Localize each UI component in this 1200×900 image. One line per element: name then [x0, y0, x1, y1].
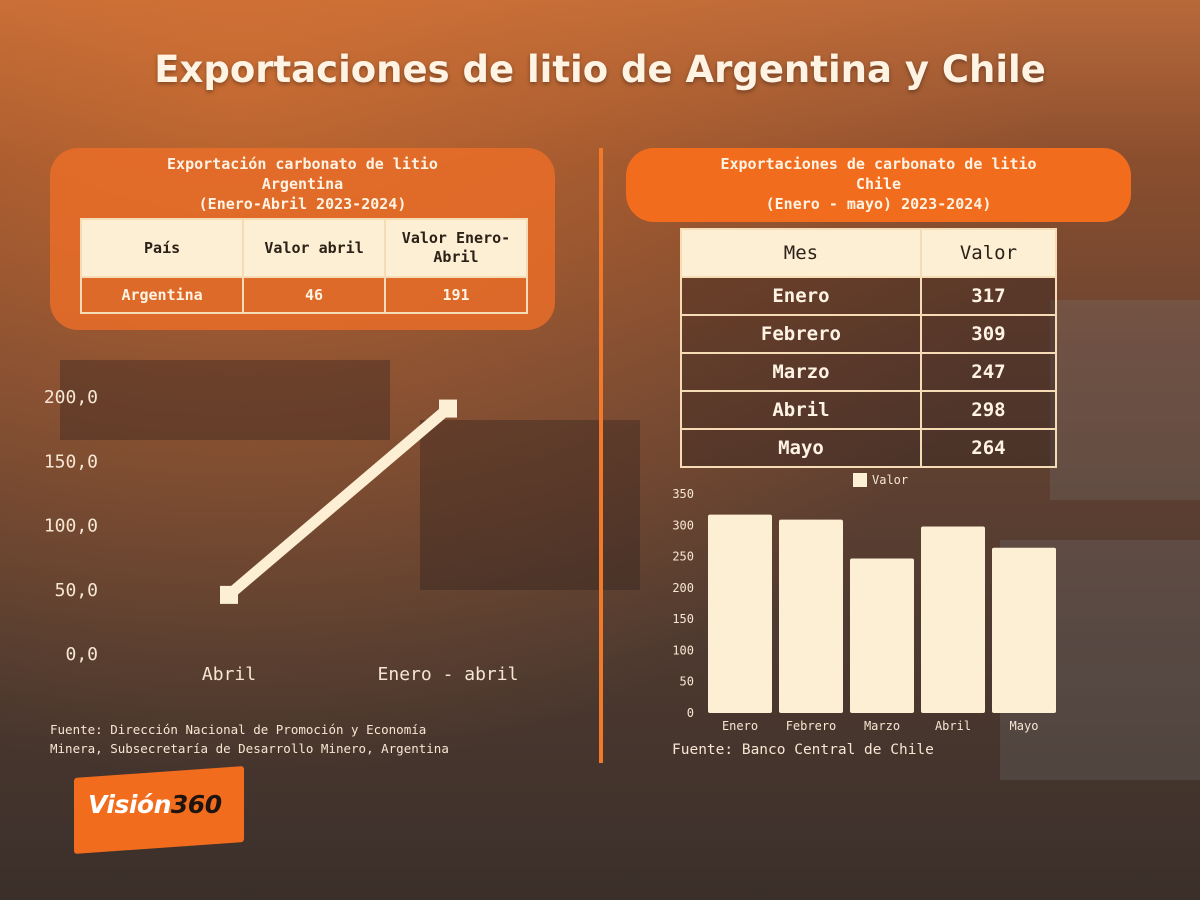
y-tick-label: 350	[672, 487, 694, 501]
table-row: Enero 317	[680, 276, 1058, 316]
legend-swatch	[853, 473, 867, 487]
panel-divider	[599, 148, 603, 763]
table-cell: 46	[242, 276, 386, 314]
legend-label: Valor	[872, 473, 908, 487]
chile-source: Fuente: Banco Central de Chile	[672, 742, 934, 758]
bar	[992, 547, 1056, 713]
y-tick-label: 50	[680, 675, 694, 689]
y-tick-label: 50,0	[55, 580, 98, 601]
y-tick-label: 200	[672, 581, 694, 595]
bar	[779, 519, 843, 713]
table-cell: 247	[919, 352, 1058, 392]
background-roof	[1050, 300, 1200, 500]
chile-table: Mes Valor Enero 317 Febrero 309 Marzo 24…	[680, 228, 1058, 468]
table-cell: 264	[919, 428, 1058, 468]
x-tick-label: Mayo	[1010, 719, 1039, 733]
table-row: Febrero 309	[680, 314, 1058, 354]
table-cell: 191	[383, 276, 529, 314]
logo-number: 360	[170, 790, 222, 819]
bar	[850, 558, 914, 713]
chile-bar-chart: Valor 0 50 100 150 200 250 300 350 Enero Febrero…	[672, 473, 1056, 733]
header-pais: País	[79, 218, 245, 278]
table-cell: 309	[919, 314, 1058, 354]
table-cell: 298	[919, 390, 1058, 430]
chile-panel-title: Exportaciones de carbonato de litio Chil…	[626, 154, 1131, 214]
y-tick-label: 100	[672, 643, 694, 657]
y-tick-label: 150,0	[44, 451, 98, 472]
argentina-title-line: Argentina	[261, 175, 344, 193]
x-tick-label: Febrero	[786, 719, 837, 733]
table-cell: Marzo	[680, 352, 922, 392]
y-tick-label: 300	[672, 518, 694, 532]
table-cell: Mayo	[680, 428, 922, 468]
chile-title-line: Chile	[855, 175, 902, 193]
x-tick-label: Enero	[722, 719, 758, 733]
y-tick-label: 100,0	[44, 516, 98, 537]
page-title: Exportaciones de litio de Argentina y Ch…	[154, 48, 1046, 91]
argentina-table: País Valor abril Valor Enero-Abril Argen…	[79, 218, 529, 314]
chile-title-line: (Enero - mayo) 2023-2024)	[765, 195, 992, 213]
table-cell: Febrero	[680, 314, 922, 354]
header-valor-enero-abril: Valor Enero-Abril	[383, 218, 529, 278]
source-line: Fuente: Dirección Nacional de Promoción …	[50, 722, 427, 737]
source-line: Minera, Subsecretaría de Desarrollo Mine…	[50, 741, 449, 756]
y-tick-label: 0	[687, 706, 694, 720]
header-mes: Mes	[680, 228, 922, 278]
table-row: Argentina 46 191	[79, 276, 529, 314]
argentina-title-line: (Enero-Abril 2023-2024)	[198, 195, 407, 213]
x-tick-label: Enero - abril	[378, 664, 519, 685]
table-header-row: Mes Valor	[680, 228, 1058, 278]
data-point	[439, 399, 457, 418]
y-tick-label: 0,0	[65, 644, 98, 665]
argentina-panel-title: Exportación carbonato de litio Argentina…	[50, 154, 555, 214]
header-valor-abril: Valor abril	[242, 218, 386, 278]
table-cell: 317	[919, 276, 1058, 316]
table-cell: Argentina	[79, 276, 245, 314]
y-tick-label: 150	[672, 612, 694, 626]
series-line	[225, 404, 452, 600]
x-tick-label: Abril	[202, 664, 256, 685]
chile-panel	[626, 148, 1131, 222]
x-tick-label: Marzo	[864, 719, 900, 733]
background-warehouse	[60, 360, 390, 440]
header-valor: Valor	[919, 228, 1058, 278]
vision360-logo: Visión360	[88, 790, 222, 819]
chile-title-line: Exportaciones de carbonato de litio	[720, 155, 1037, 173]
table-header-row: País Valor abril Valor Enero-Abril	[79, 218, 529, 278]
table-cell: Abril	[680, 390, 922, 430]
x-tick-label: Abril	[935, 719, 971, 733]
bar	[708, 514, 772, 713]
background-building	[420, 420, 640, 590]
argentina-source: Fuente: Dirección Nacional de Promoción …	[50, 720, 449, 758]
argentina-line-chart: 0,0 50,0 100,0 150,0 200,0 Abril Enero - abri…	[44, 387, 519, 685]
table-row: Abril 298	[680, 390, 1058, 430]
logo-word: Visión	[88, 790, 171, 819]
table-cell: Enero	[680, 276, 922, 316]
y-tick-label: 250	[672, 550, 694, 564]
data-point	[220, 585, 238, 604]
argentina-title-line: Exportación carbonato de litio	[167, 155, 438, 173]
y-tick-label: 200,0	[44, 387, 98, 408]
table-row: Marzo 247	[680, 352, 1058, 392]
table-row: Mayo 264	[680, 428, 1058, 468]
bar	[921, 526, 985, 713]
